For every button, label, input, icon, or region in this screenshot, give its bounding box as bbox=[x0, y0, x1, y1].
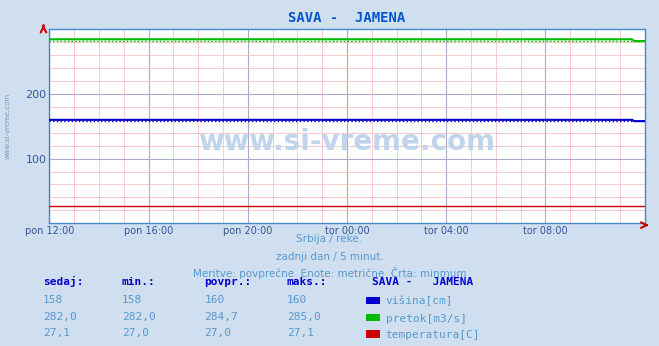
Text: Meritve: povprečne  Enote: metrične  Črta: minmum: Meritve: povprečne Enote: metrične Črta:… bbox=[192, 267, 467, 279]
Text: min.:: min.: bbox=[122, 277, 156, 288]
Text: www.si-vreme.com: www.si-vreme.com bbox=[198, 128, 496, 156]
Text: 27,0: 27,0 bbox=[122, 328, 149, 338]
Text: 27,1: 27,1 bbox=[287, 328, 314, 338]
Text: sedaj:: sedaj: bbox=[43, 276, 83, 288]
Text: 160: 160 bbox=[204, 295, 225, 305]
Text: 27,0: 27,0 bbox=[204, 328, 231, 338]
Title: SAVA -  JAMENA: SAVA - JAMENA bbox=[289, 11, 405, 26]
Text: 282,0: 282,0 bbox=[43, 312, 76, 322]
Text: 158: 158 bbox=[122, 295, 142, 305]
Text: višina[cm]: višina[cm] bbox=[386, 296, 453, 307]
Text: 160: 160 bbox=[287, 295, 307, 305]
Text: SAVA -   JAMENA: SAVA - JAMENA bbox=[372, 277, 474, 288]
Text: Srbija / reke.: Srbija / reke. bbox=[297, 234, 362, 244]
Text: 284,7: 284,7 bbox=[204, 312, 238, 322]
Text: 282,0: 282,0 bbox=[122, 312, 156, 322]
Text: www.si-vreme.com: www.si-vreme.com bbox=[5, 93, 11, 160]
Text: 158: 158 bbox=[43, 295, 63, 305]
Text: 285,0: 285,0 bbox=[287, 312, 320, 322]
Text: maks.:: maks.: bbox=[287, 277, 327, 288]
Text: zadnji dan / 5 minut.: zadnji dan / 5 minut. bbox=[275, 252, 384, 262]
Text: temperatura[C]: temperatura[C] bbox=[386, 330, 480, 340]
Text: povpr.:: povpr.: bbox=[204, 277, 252, 288]
Text: 27,1: 27,1 bbox=[43, 328, 70, 338]
Text: pretok[m3/s]: pretok[m3/s] bbox=[386, 314, 467, 324]
